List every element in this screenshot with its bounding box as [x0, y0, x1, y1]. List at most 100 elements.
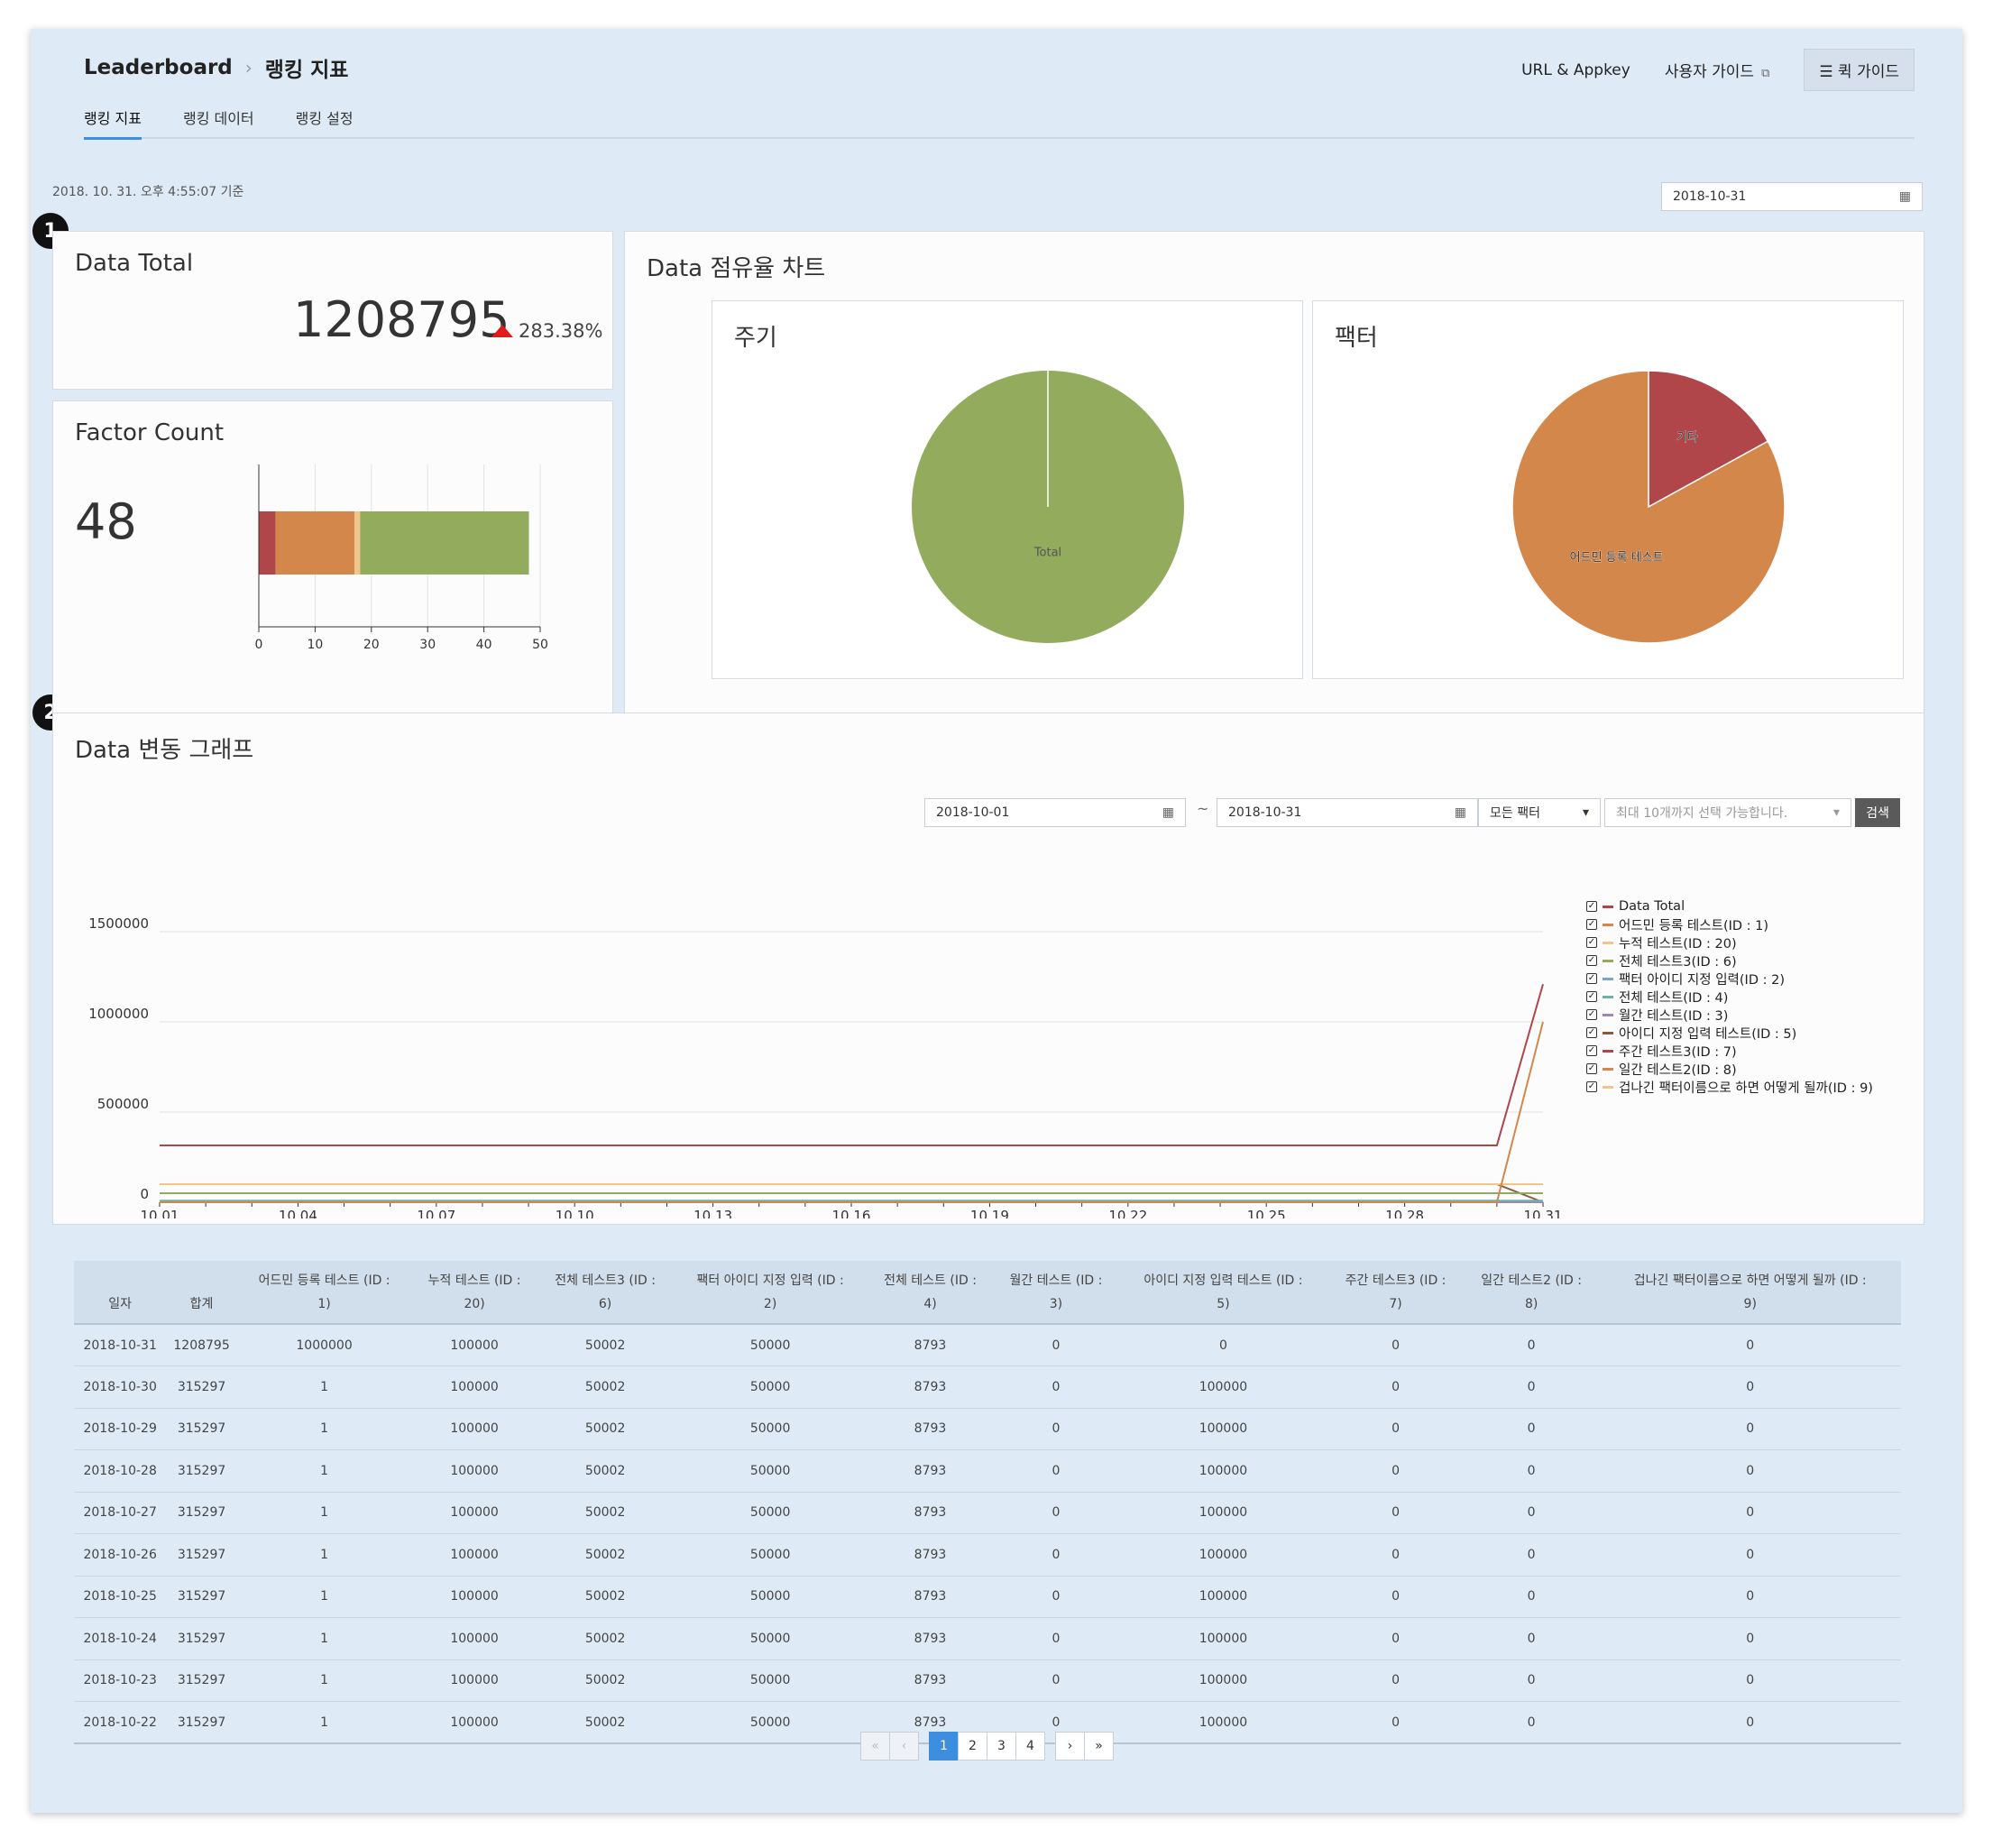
checkbox-icon[interactable]: ✓	[1586, 973, 1597, 984]
table-cell: 0	[993, 1660, 1119, 1702]
tab-ranking-metrics[interactable]: 랭킹 지표	[84, 106, 142, 140]
checkbox-icon[interactable]: ✓	[1586, 1081, 1597, 1092]
factor-select[interactable]: 모든 팩터 ▾	[1478, 798, 1601, 827]
legend-label: 일간 테스트2(ID : 8)	[1619, 1062, 1737, 1078]
table-cell: 50000	[673, 1617, 868, 1660]
table-row: 2018-10-31 1208795 1000000 100000 50002 50000…	[74, 1324, 1901, 1366]
table-cell: 0	[1599, 1492, 1901, 1534]
x-tick-label: 10.16	[832, 1208, 871, 1218]
table-cell: 315297	[166, 1660, 237, 1702]
column-header: 주간 테스트3 (ID :7)	[1327, 1261, 1464, 1324]
pager-gap	[1044, 1732, 1055, 1761]
pie-slice	[1511, 370, 1786, 644]
checkbox-icon[interactable]: ✓	[1586, 1009, 1597, 1020]
x-tick-label: 10.28	[1385, 1208, 1424, 1218]
checkbox-icon[interactable]: ✓	[1586, 919, 1597, 930]
x-tick-label: 20	[363, 638, 380, 652]
factor-multi-select[interactable]: 최대 10개까지 선택 가능합니다. ▾	[1604, 798, 1851, 827]
checkbox-icon[interactable]: ✓	[1586, 901, 1597, 912]
legend-item[interactable]: ✓ 전체 테스트(ID : 4)	[1586, 988, 1873, 1006]
table-cell: 2018-10-22	[74, 1701, 167, 1744]
legend-item[interactable]: ✓ 일간 테스트2(ID : 8)	[1586, 1060, 1873, 1078]
prev-page-button[interactable]: ‹	[889, 1732, 919, 1761]
table-cell: 0	[993, 1492, 1119, 1534]
legend-label: 월간 테스트(ID : 3)	[1619, 1008, 1729, 1024]
legend-item[interactable]: ✓ 월간 테스트(ID : 3)	[1586, 1006, 1873, 1024]
search-button[interactable]: 검색	[1855, 798, 1900, 827]
table-cell: 1	[236, 1492, 412, 1534]
to-date-picker[interactable]: 2018-10-31 ▦	[1217, 798, 1478, 827]
column-header: 전체 테스트3 (ID :6)	[537, 1261, 674, 1324]
table-cell: 50000	[673, 1324, 868, 1366]
y-tick-label: 500000	[97, 1096, 149, 1112]
pager-gap	[918, 1732, 929, 1761]
legend-item[interactable]: ✓ 아이디 지정 입력 테스트(ID : 5)	[1586, 1024, 1873, 1042]
checkbox-icon[interactable]: ✓	[1586, 955, 1597, 966]
table-cell: 315297	[166, 1701, 237, 1744]
table-cell: 2018-10-27	[74, 1492, 167, 1534]
page-button-1[interactable]: 1	[929, 1732, 959, 1761]
table-row: 2018-10-24 315297 1 100000 50002 50000 8793 0 10…	[74, 1617, 1901, 1660]
column-header: 일간 테스트2 (ID :8)	[1463, 1261, 1600, 1324]
user-guide-link[interactable]: 사용자 가이드 ⧉	[1665, 59, 1770, 81]
table-cell: 100000	[411, 1449, 537, 1493]
checkbox-icon[interactable]: ✓	[1586, 1027, 1597, 1038]
legend-item[interactable]: ✓ Data Total	[1586, 897, 1873, 915]
table-cell: 1	[236, 1408, 412, 1450]
factor-count-title: Factor Count	[75, 419, 225, 446]
table-cell: 100000	[1118, 1576, 1328, 1618]
series-line	[160, 983, 1544, 1146]
page-button-4[interactable]: 4	[1015, 1732, 1045, 1761]
breadcrumb-root[interactable]: Leaderboard	[84, 56, 233, 79]
checkbox-icon[interactable]: ✓	[1586, 1045, 1597, 1056]
page-button-3[interactable]: 3	[987, 1732, 1016, 1761]
tab-ranking-data[interactable]: 랭킹 데이터	[182, 110, 254, 127]
factor-bar-segment	[259, 511, 276, 575]
table-cell: 100000	[411, 1324, 537, 1366]
legend-item[interactable]: ✓ 누적 테스트(ID : 20)	[1586, 933, 1873, 952]
table-cell: 1	[236, 1533, 412, 1577]
legend-item[interactable]: ✓ 전체 테스트3(ID : 6)	[1586, 952, 1873, 970]
table-cell: 0	[1599, 1617, 1901, 1660]
table-cell: 100000	[411, 1617, 537, 1660]
x-tick-label: 10.10	[556, 1208, 594, 1218]
next-page-button[interactable]: ›	[1055, 1732, 1085, 1761]
url-appkey-link[interactable]: URL & Appkey	[1521, 60, 1630, 79]
to-date-value: 2018-10-31	[1228, 805, 1302, 820]
series-line	[160, 1021, 1544, 1203]
quick-guide-button[interactable]: ☰ 퀵 가이드	[1804, 49, 1915, 91]
table-cell: 8793	[867, 1408, 994, 1450]
table-cell: 100000	[411, 1533, 537, 1577]
last-page-button[interactable]: »	[1084, 1732, 1114, 1761]
table-row: 2018-10-28 315297 1 100000 50002 50000 8793 0 10…	[74, 1449, 1901, 1493]
legend-item[interactable]: ✓ 팩터 아이디 지정 입력(ID : 2)	[1586, 970, 1873, 988]
checkbox-icon[interactable]: ✓	[1586, 1063, 1597, 1074]
table-cell: 0	[1599, 1701, 1901, 1744]
tab-ranking-settings[interactable]: 랭킹 설정	[295, 110, 354, 127]
factor-pie-title: 팩터	[1335, 325, 1378, 352]
date-picker[interactable]: 2018-10-31 ▦	[1661, 182, 1923, 211]
table-cell: 2018-10-26	[74, 1533, 167, 1577]
x-tick-label: 10.22	[1108, 1208, 1147, 1218]
legend-swatch	[1603, 905, 1613, 908]
from-date-picker[interactable]: 2018-10-01 ▦	[924, 798, 1186, 827]
factor-count-panel: Factor Count 48 0 10 20 30 40 50	[52, 400, 613, 731]
data-total-title: Data Total	[75, 250, 194, 277]
first-page-button[interactable]: «	[860, 1732, 890, 1761]
checkbox-icon[interactable]: ✓	[1586, 937, 1597, 948]
table-cell: 1	[236, 1660, 412, 1702]
x-tick-label: 10.19	[970, 1208, 1009, 1218]
y-tick-label: 1000000	[88, 1006, 149, 1022]
legend-label: 겁나긴 팩터이름으로 하면 어떻게 될까(ID : 9)	[1619, 1080, 1873, 1096]
legend-label: 아이디 지정 입력 테스트(ID : 5)	[1619, 1026, 1797, 1042]
checkbox-icon[interactable]: ✓	[1586, 991, 1597, 1002]
legend-item[interactable]: ✓ 겁나긴 팩터이름으로 하면 어떻게 될까(ID : 9)	[1586, 1078, 1873, 1096]
page-button-2[interactable]: 2	[958, 1732, 987, 1761]
legend-item[interactable]: ✓ 어드민 등록 테스트(ID : 1)	[1586, 915, 1873, 933]
table-header-row: 일자 합계 어드민 등록 테스트 (ID :1) 누적 테스트 (ID :20) 전체 …	[74, 1261, 1901, 1324]
table-cell: 315297	[166, 1365, 237, 1409]
range-separator: ~	[1197, 800, 1209, 817]
table-cell: 2018-10-24	[74, 1617, 167, 1660]
legend-item[interactable]: ✓ 주간 테스트3(ID : 7)	[1586, 1042, 1873, 1060]
table-cell: 50000	[673, 1576, 868, 1618]
